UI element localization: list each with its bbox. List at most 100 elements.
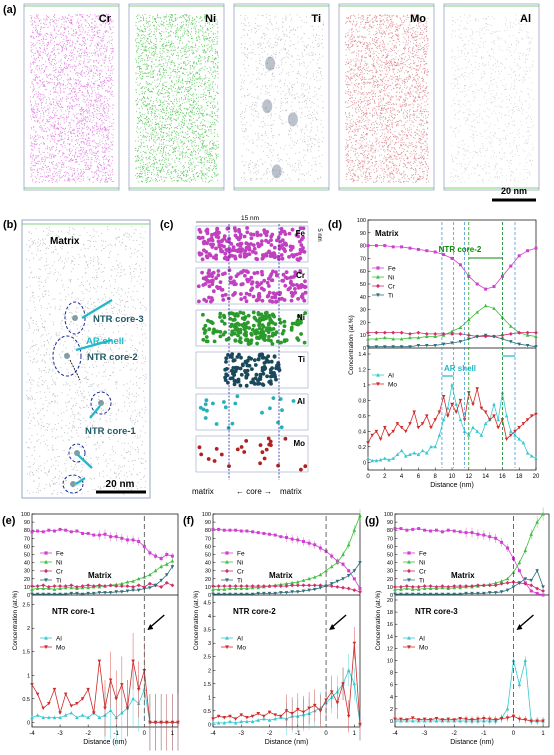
atom [227, 249, 232, 254]
slab-ni: Ni [195, 309, 309, 347]
data-point [35, 713, 40, 717]
atom [247, 278, 252, 282]
slab-fe: Fe [195, 225, 309, 263]
data-point [296, 707, 300, 712]
data-point [399, 587, 403, 591]
atom [258, 334, 263, 339]
atom [277, 317, 282, 322]
atom [272, 255, 277, 260]
atom [216, 273, 221, 278]
data-point [387, 457, 391, 462]
y-tick-label: 40 [24, 561, 30, 567]
data-point [251, 530, 255, 534]
atom [203, 329, 208, 333]
atom [298, 270, 303, 275]
data-point [523, 581, 528, 586]
core-label-d: NTR core-2 [439, 245, 482, 254]
atom [284, 270, 289, 274]
x-tick-label: -2 [85, 731, 91, 737]
y-tick-label: 100 [357, 218, 366, 224]
data-point [475, 583, 480, 588]
data-point [466, 333, 471, 338]
data-point [233, 584, 238, 589]
data-point [422, 584, 427, 589]
data-point [318, 546, 322, 550]
atom [247, 355, 252, 360]
atom [269, 234, 274, 239]
atom [251, 294, 256, 299]
atom [267, 284, 271, 288]
data-point [131, 579, 135, 583]
data-point [417, 527, 421, 531]
atom [296, 258, 301, 262]
atom [242, 450, 247, 454]
data-point [505, 576, 510, 581]
atom [269, 251, 273, 256]
atom [231, 245, 236, 250]
data-point [393, 717, 397, 722]
data-point [404, 429, 408, 434]
data-point [407, 578, 411, 583]
x-tick-label: -4 [29, 731, 35, 737]
data-point [256, 591, 261, 596]
data-point [30, 584, 34, 589]
atom [269, 374, 273, 379]
atom [269, 238, 273, 243]
data-point [159, 720, 163, 725]
atom [263, 314, 268, 318]
data-point [423, 528, 427, 532]
legend-label-cr: Cr [388, 283, 396, 290]
data-point [493, 583, 498, 588]
data-point [399, 330, 404, 335]
data-point [36, 529, 40, 533]
data-point [290, 537, 294, 541]
data-point [346, 542, 351, 547]
data-point [407, 559, 411, 564]
data-point [233, 592, 238, 597]
data-point [433, 250, 437, 254]
chart-f: 010203040506070809010000.511.522.533.544… [193, 509, 362, 746]
atom [264, 447, 269, 452]
data-point [225, 635, 229, 640]
data-point [80, 697, 85, 701]
y-axis-label: Concentration (at.%) [12, 591, 19, 651]
data-point [458, 584, 463, 589]
atom [302, 340, 307, 345]
data-point [211, 717, 215, 721]
atom [255, 233, 260, 238]
data-point [352, 588, 357, 593]
x-tick-label: 20 [533, 474, 540, 480]
data-point [391, 345, 395, 349]
data-point [52, 587, 57, 591]
y-tick-label: 14 [387, 634, 393, 640]
atom [204, 339, 209, 344]
atom [238, 253, 242, 258]
y-tick-label: 40 [360, 295, 366, 301]
data-point [499, 717, 504, 721]
data-point [63, 584, 68, 589]
data-point [239, 529, 243, 533]
data-point [475, 334, 479, 339]
legend-label-ni: Ni [237, 559, 243, 566]
atom [220, 319, 224, 323]
atom [201, 337, 206, 342]
data-point [131, 588, 135, 593]
atom [283, 436, 288, 441]
matrix-label-e: Matrix [88, 571, 112, 580]
data-point [91, 591, 96, 596]
slab-ti: Ti [195, 351, 309, 389]
data-point [493, 718, 498, 722]
atom [218, 334, 223, 339]
atom [202, 239, 207, 244]
data-point [44, 551, 48, 555]
atom [251, 249, 255, 254]
data-point [154, 554, 158, 558]
y-tick-label: 3.5 [203, 628, 211, 634]
y-axis-label: Concentration (at.%) [375, 591, 382, 651]
core-label-e: NTR core-1 [52, 607, 95, 616]
atom [222, 313, 226, 318]
data-point [250, 719, 255, 724]
data-point [487, 717, 492, 722]
data-point [408, 331, 412, 336]
atom [256, 331, 261, 335]
